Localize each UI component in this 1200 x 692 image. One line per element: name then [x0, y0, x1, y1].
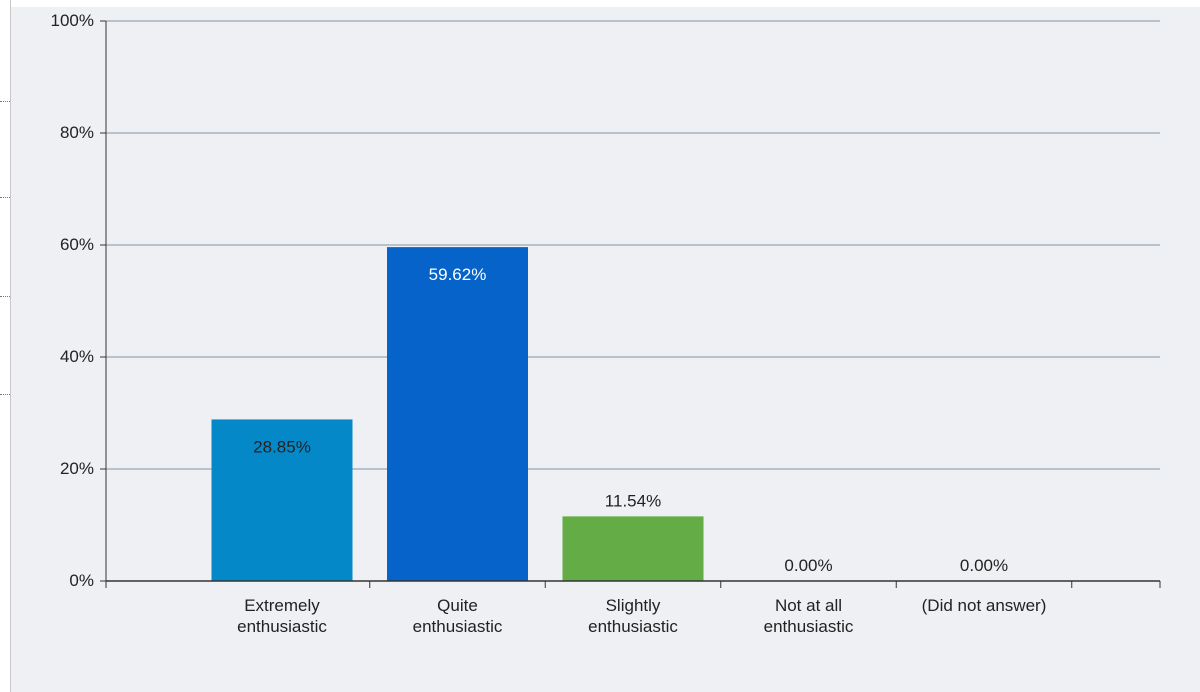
left-divider-1	[0, 101, 12, 102]
x-category-label: Extremely	[244, 596, 320, 615]
chart-background	[11, 7, 1200, 692]
x-category-label: enthusiastic	[588, 617, 678, 636]
data-label: 0.00%	[784, 556, 832, 575]
bar	[387, 247, 528, 582]
left-divider-3	[0, 296, 12, 297]
x-category-label: Quite	[437, 596, 478, 615]
bar	[211, 419, 353, 581]
y-tick-label: 60%	[60, 235, 94, 254]
data-label: 11.54%	[605, 491, 661, 510]
left-divider-4	[0, 394, 12, 395]
gridlines	[106, 20, 1160, 470]
x-axis-categories: Extremely enthusiastic Quite enthusiastic Sl…	[237, 596, 1046, 636]
data-label: 28.85%	[253, 437, 311, 456]
data-labels: 28.85% 59.62% 11.54% 0.00% 0.00%	[253, 265, 1008, 575]
left-divider-2	[0, 197, 12, 198]
data-label: 0.00%	[960, 556, 1008, 575]
y-tick-label: 40%	[60, 347, 94, 366]
data-label: 59.62%	[429, 265, 487, 284]
x-category-label: Not at all	[775, 596, 842, 615]
axes	[105, 21, 1161, 588]
y-tick-label: 100%	[51, 11, 94, 30]
left-border	[10, 0, 11, 692]
bars	[211, 247, 704, 582]
x-category-label: (Did not answer)	[922, 596, 1047, 615]
x-category-label: enthusiastic	[237, 617, 327, 636]
y-axis-ticks: 0% 20% 40% 60% 80% 100%	[51, 11, 106, 590]
y-tick-label: 80%	[60, 123, 94, 142]
x-category-label: enthusiastic	[764, 617, 854, 636]
x-category-label: Slightly	[606, 596, 661, 615]
y-tick-label: 0%	[69, 571, 94, 590]
y-tick-label: 20%	[60, 459, 94, 478]
bar	[562, 516, 704, 581]
x-category-label: enthusiastic	[413, 617, 503, 636]
